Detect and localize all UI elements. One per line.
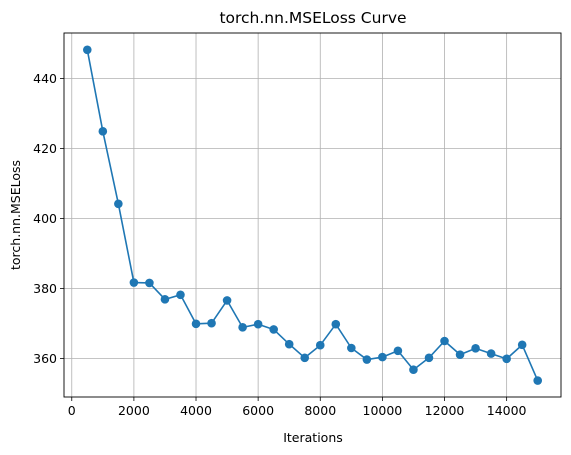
data-point <box>160 295 170 304</box>
y-tick-label: 360 <box>33 351 57 366</box>
data-point <box>424 353 434 363</box>
series-layer <box>82 45 543 385</box>
data-point <box>129 278 139 287</box>
y-tick-label: 400 <box>33 211 57 226</box>
data-point <box>455 350 465 359</box>
data-point <box>486 349 496 358</box>
data-point <box>284 339 294 349</box>
data-point <box>502 354 511 364</box>
data-point <box>362 355 372 364</box>
x-tick-label: 0 <box>68 403 76 418</box>
data-point <box>409 365 418 375</box>
x-tick-label: 8000 <box>304 403 336 418</box>
x-tick-label: 14000 <box>487 403 527 418</box>
plot-frame <box>63 32 562 398</box>
data-point <box>517 340 527 350</box>
data-point <box>207 318 216 328</box>
data-point <box>315 340 325 350</box>
grid <box>64 33 561 397</box>
data-point <box>145 278 154 288</box>
data-point <box>533 376 543 385</box>
data-point <box>191 319 201 329</box>
x-tick-label: 10000 <box>363 403 403 418</box>
data-point <box>440 336 449 346</box>
x-tick-label: 6000 <box>242 403 274 418</box>
data-point <box>331 319 341 329</box>
data-point <box>471 344 480 353</box>
data-point <box>378 352 387 362</box>
data-point <box>347 343 356 353</box>
y-tick-label: 380 <box>33 281 57 296</box>
data-point <box>82 45 92 55</box>
ticks: 0 2000 4000 6000 8000 10000 12000 14000 360 380 40… <box>33 71 526 418</box>
x-tick-label: 4000 <box>180 403 212 418</box>
data-point <box>269 325 278 334</box>
data-point <box>222 296 232 305</box>
x-axis-label: Iterations <box>283 430 343 445</box>
x-tick-label: 12000 <box>425 403 465 418</box>
data-point <box>300 353 310 363</box>
data-point <box>393 346 403 356</box>
data-point <box>114 199 123 209</box>
data-point <box>176 290 185 300</box>
data-point <box>98 127 108 136</box>
y-tick-label: 420 <box>33 141 57 156</box>
x-tick-label: 2000 <box>118 403 150 418</box>
data-point <box>253 319 263 329</box>
chart-title: torch.nn.MSELoss Curve <box>219 9 406 27</box>
y-tick-label: 440 <box>33 71 57 86</box>
y-axis-label: torch.nn.MSELoss <box>8 160 23 270</box>
data-point <box>238 323 247 332</box>
